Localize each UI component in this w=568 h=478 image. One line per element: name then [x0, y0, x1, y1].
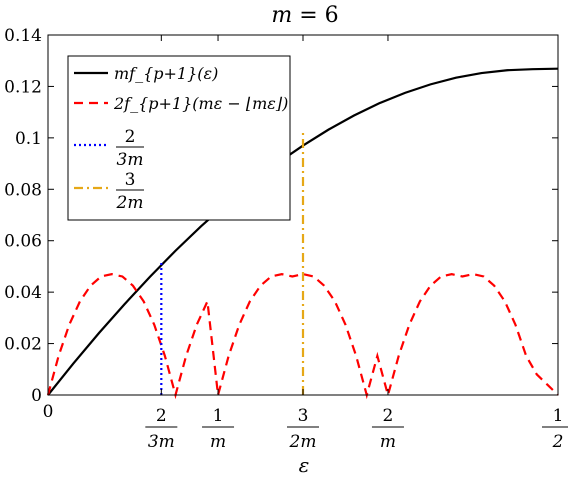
y-tick-label: 0.14	[4, 26, 42, 46]
y-tick-label: 0.02	[4, 335, 42, 355]
y-tick-label: 0.08	[4, 180, 42, 200]
series-1-line	[46, 273, 559, 400]
x-tick-numerator: 1	[553, 406, 564, 426]
legend-denominator: 2m	[116, 193, 144, 213]
x-tick-denominator: 2	[552, 432, 564, 452]
plot-area	[46, 67, 559, 400]
legend-label-fraction: 32m	[116, 170, 144, 213]
y-tick-label: 0.1	[15, 129, 42, 149]
x-tick-numerator: 1	[213, 406, 224, 426]
chart-title: m = 6	[271, 3, 338, 28]
legend-numerator: 2	[125, 127, 136, 147]
y-tick-label: 0.04	[4, 283, 42, 303]
x-tick-label-fraction: 1m	[202, 406, 235, 452]
x-tick-denominator: m	[210, 432, 226, 452]
x-tick-label-fraction: 23m	[145, 406, 178, 452]
y-tick-label: 0	[31, 386, 42, 406]
y-tick-label: 0.12	[4, 77, 42, 97]
axes: 00.020.040.060.080.10.120.140 23m1m32m2m1…	[4, 26, 568, 452]
legend-label-fraction: 23m	[116, 127, 144, 170]
x-tick-numerator: 2	[383, 406, 394, 426]
x-tick-label-fraction: 12	[542, 406, 568, 452]
x-tick-label-fraction: 32m	[287, 406, 319, 452]
x-tick-numerator: 3	[298, 406, 309, 426]
x-tick-denominator: 3m	[148, 432, 175, 452]
y-tick-label: 0.06	[4, 232, 42, 252]
x-tick-denominator: 2m	[289, 432, 317, 452]
x-axis-label: ε	[299, 453, 310, 477]
legend-denominator: 3m	[117, 150, 144, 170]
x-tick-denominator: m	[380, 432, 396, 452]
legend-label: mf_{p+1}(ε)	[114, 64, 218, 83]
x-tick-label-fraction: 2m	[371, 406, 404, 452]
legend-label: 2f_{p+1}(mε − ⌊mε⌋)	[113, 94, 288, 113]
x-tick-label: 0	[43, 402, 54, 422]
legend-box	[67, 55, 291, 221]
legend-numerator: 3	[125, 170, 136, 190]
x-tick-numerator: 2	[156, 406, 167, 426]
